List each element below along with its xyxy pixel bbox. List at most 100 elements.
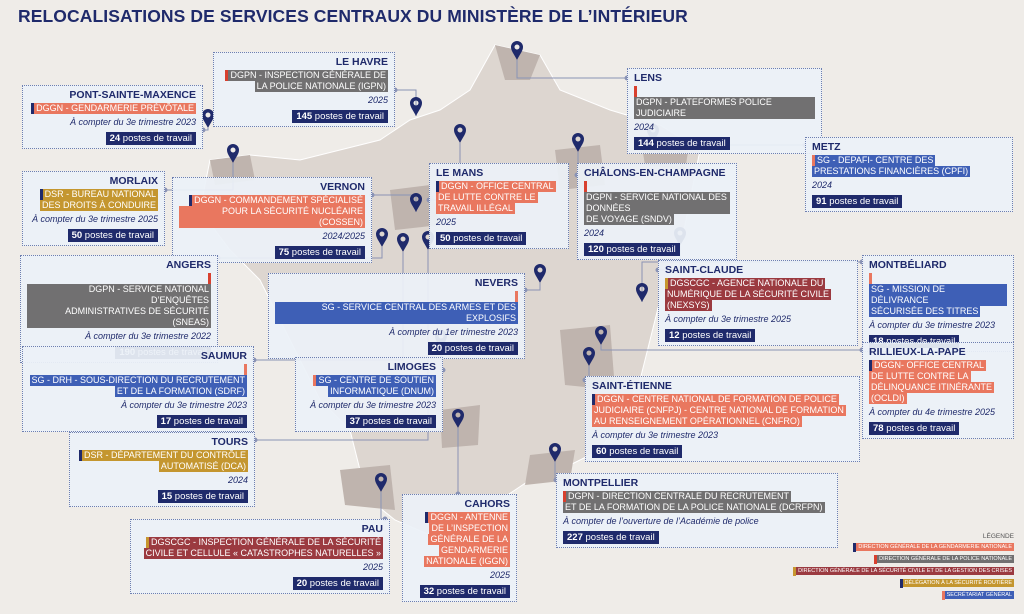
map-pin-icon[interactable] bbox=[595, 326, 607, 345]
jobs-count: 75 bbox=[278, 247, 290, 258]
jobs-badge: 12 postes de travail bbox=[665, 329, 756, 342]
map-pin-icon[interactable] bbox=[376, 228, 388, 247]
map-pin-icon[interactable] bbox=[454, 124, 466, 143]
service-label-line: PRESTATIONS FINANCIÈRES (CPFI) bbox=[812, 166, 971, 177]
org-color-tab bbox=[425, 512, 429, 523]
legend-item: DIRECTION GÉNÉRALE DE LA SÉCURITÉ CIVILE… bbox=[793, 567, 1014, 576]
service-label-line: SG - MISSION DE DÉLIVRANCE bbox=[869, 284, 1007, 306]
service-label-line: SÉCURISÉE DES TITRES bbox=[869, 306, 981, 317]
org-color-tab bbox=[39, 189, 43, 200]
relocation-card: LE MANS DGGN - OFFICE CENTRAL DE LUTTE CON… bbox=[429, 163, 569, 249]
map-pin-icon[interactable] bbox=[410, 97, 422, 116]
service-label-line: DGGN- OFFICE CENTRAL bbox=[872, 360, 987, 371]
service-label-line: DGPN - SERVICE NATIONAL D’ENQUÊTES bbox=[27, 284, 211, 306]
region-highlight-southwest bbox=[340, 465, 395, 510]
service-label-line: NUMÉRIQUE DE LA SÉCURITÉ CIVILE bbox=[665, 289, 832, 300]
service-label-line: SG - CENTRE DE SOUTIEN bbox=[316, 375, 436, 386]
service-label-line: DSR - BUREAU NATIONAL bbox=[42, 189, 158, 200]
jobs-suffix: postes de travail bbox=[450, 233, 523, 244]
jobs-suffix: postes de travail bbox=[679, 330, 752, 341]
relocation-date: 2024 bbox=[812, 180, 833, 190]
map-pin-icon[interactable] bbox=[227, 144, 239, 163]
service-label-line: GENDARMERIE bbox=[438, 545, 510, 556]
jobs-badge: 32 postes de travail bbox=[419, 585, 510, 598]
jobs-badge: 50 postes de travail bbox=[67, 229, 158, 242]
org-color-tab bbox=[436, 181, 439, 192]
relocation-date: À compter du 1er trimestre 2023 bbox=[388, 327, 518, 337]
relocation-date: 2024/2025 bbox=[322, 231, 365, 241]
relocation-date: À compter du 3e trimestre 2025 bbox=[31, 214, 158, 224]
jobs-badge: 120 postes de travail bbox=[584, 243, 680, 256]
jobs-suffix: postes de travail bbox=[434, 586, 506, 597]
legend-item: DÉLÉGATION À LA SÉCURITÉ ROUTIÈRE bbox=[793, 579, 1014, 588]
map-pin-icon[interactable] bbox=[583, 347, 595, 366]
city-name: LE MANS bbox=[436, 167, 484, 179]
service-label-line: DGSCGC - AGENCE NATIONALE DU bbox=[668, 278, 826, 289]
relocation-card: PAU DGSCGC - INSPECTION GÉNÉRALE DE LA SÉ… bbox=[130, 519, 390, 594]
legend-title: LÉGENDE bbox=[982, 533, 1014, 540]
map-pin-icon[interactable] bbox=[202, 109, 214, 128]
map-pin-icon[interactable] bbox=[549, 443, 561, 462]
relocation-date: À compter du 3e trimestre 2023 bbox=[120, 400, 247, 410]
jobs-count: 50 bbox=[71, 230, 83, 241]
jobs-count: 24 bbox=[109, 133, 121, 144]
relocation-card: MONTBÉLIARD SG - MISSION DE DÉLIVRANCE SÉC… bbox=[862, 255, 1014, 352]
service-label: DGGN - COMMANDEMENT SPÉCIALISÉ POUR LA SÉ… bbox=[179, 195, 365, 228]
jobs-count: 20 bbox=[431, 343, 443, 354]
service-label-line: DGSCGC - INSPECTION GÉNÉRALE DE LA SÉCUR… bbox=[148, 537, 383, 548]
map-pin-icon[interactable] bbox=[410, 193, 422, 212]
jobs-suffix: postes de travail bbox=[826, 196, 899, 207]
org-color-tab bbox=[869, 273, 872, 284]
relocation-date: 2024 bbox=[227, 475, 248, 485]
service-label-line: GÉNÉRALE DE LA bbox=[428, 534, 510, 545]
jobs-count: 91 bbox=[816, 196, 827, 207]
service-label: DGGN - CENTRE NATIONAL DE FORMATION DE P… bbox=[592, 394, 853, 427]
relocation-card: NEVERS SG - SERVICE CENTRAL DES ARMES ET … bbox=[268, 273, 525, 359]
city-name: SAINT-ÉTIENNE bbox=[592, 380, 672, 392]
service-label-line: DGGN - ANTENNE bbox=[428, 512, 510, 523]
service-label-line: AUTOMATISÉ (DCA) bbox=[158, 461, 248, 472]
service-label-line: TRAVAIL ILLÉGAL bbox=[436, 203, 515, 214]
jobs-suffix: postes de travail bbox=[442, 343, 514, 354]
legend-item: DIRECTION GÉNÉRALE DE LA GENDARMERIE NAT… bbox=[793, 543, 1014, 552]
service-label-line: CIVILE ET CELLULE « CATASTROPHES NATUREL… bbox=[143, 548, 383, 559]
map-pin-icon[interactable] bbox=[636, 283, 648, 302]
legend-label: DIRECTION GÉNÉRALE DE LA SÉCURITÉ CIVILE… bbox=[796, 567, 1014, 575]
jobs-suffix: postes de travail bbox=[307, 578, 379, 589]
jobs-suffix: postes de travail bbox=[606, 446, 679, 457]
service-label-line: DGPN - SERVICE NATIONAL DES DONNÉES bbox=[584, 192, 730, 214]
relocation-date: À compter du 3e trimestre 2023 bbox=[309, 400, 436, 410]
jobs-count: 78 bbox=[873, 423, 884, 434]
org-color-tab bbox=[313, 375, 317, 386]
relocation-card: SAUMUR SG - DRH - SOUS-DIRECTION DU RECRU… bbox=[22, 346, 254, 432]
jobs-count: 12 bbox=[669, 330, 680, 341]
map-pin-icon[interactable] bbox=[397, 233, 409, 252]
relocation-date: À compter de l’ouverture de l’Académie d… bbox=[563, 516, 759, 526]
relocation-date: À compter du 3e trimestre 2023 bbox=[69, 117, 196, 127]
service-label: SG - DEPAFI- CENTRE DES PRESTATIONS FINAN… bbox=[812, 155, 1006, 177]
legend-label: DÉLÉGATION À LA SÉCURITÉ ROUTIÈRE bbox=[902, 579, 1014, 587]
legend-label: DIRECTION GÉNÉRALE DE LA GENDARMERIE NAT… bbox=[856, 543, 1014, 551]
service-label: DGGN- OFFICE CENTRAL DE LUTTE CONTRE LA DÉ… bbox=[869, 360, 1007, 404]
service-label-line: ADMINISTRATIVES DE SÉCURITÉ (SNEAS) bbox=[27, 306, 211, 328]
service-label-line: SG - SERVICE CENTRAL DES ARMES ET DES EX… bbox=[275, 302, 518, 324]
map-pin-icon[interactable] bbox=[511, 41, 523, 60]
jobs-badge: 91 postes de travail bbox=[812, 195, 903, 208]
jobs-suffix: postes de travail bbox=[653, 138, 726, 149]
service-label-line: DÉLINQUANCE ITINÉRANTE bbox=[869, 382, 995, 393]
map-pin-icon[interactable] bbox=[452, 409, 464, 428]
relocation-date: 2024 bbox=[634, 122, 655, 132]
map-pin-icon[interactable] bbox=[534, 264, 546, 283]
map-pin-icon[interactable] bbox=[375, 473, 387, 492]
service-label: DGPN - SERVICE NATIONAL DES DONNÉES DE VO… bbox=[584, 181, 730, 225]
jobs-count: 18 bbox=[873, 336, 884, 347]
service-label: DGGN - OFFICE CENTRAL DE LUTTE CONTRE LE T… bbox=[436, 181, 562, 214]
jobs-count: 20 bbox=[296, 578, 308, 589]
city-name: MONTBÉLIARD bbox=[869, 259, 947, 271]
legend-tab bbox=[899, 579, 903, 588]
map-pin-icon[interactable] bbox=[572, 133, 584, 152]
service-label-line: DGGN - OFFICE CENTRAL bbox=[439, 181, 556, 192]
relocation-card: MORLAIX DSR - BUREAU NATIONAL DES DROITS À… bbox=[22, 171, 165, 246]
org-color-tab bbox=[31, 103, 35, 114]
city-name: MORLAIX bbox=[109, 175, 158, 187]
